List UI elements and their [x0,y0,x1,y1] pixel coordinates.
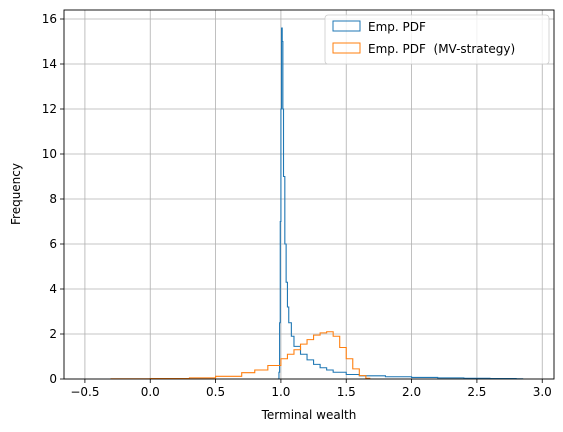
x-tick-label: 2.5 [467,385,486,399]
x-tick-label: 3.0 [533,385,552,399]
y-tick-label: 8 [49,192,57,206]
y-tick-label: 10 [42,147,57,161]
y-axis-label: Frequency [9,163,23,225]
x-tick-label: 2.0 [402,385,421,399]
legend-swatch-emp-pdf [332,20,361,32]
axes-frame [63,9,555,380]
legend-label-emp-pdf: Emp. PDF [368,20,426,34]
y-tick-label: 14 [42,57,57,71]
y-tick-label: 16 [42,12,57,26]
x-axis-label: Terminal wealth [261,408,357,422]
x-tick-label: 0.5 [206,385,225,399]
y-tick-label: 2 [49,327,57,341]
legend: Emp. PDF Emp. PDF (MV-strategy) [324,14,550,65]
y-tick-label: 12 [42,102,57,116]
series-1-step-line [110,331,371,380]
legend-label-mv-strategy: Emp. PDF (MV-strategy) [368,42,515,56]
x-tick-label: 1.5 [337,385,356,399]
x-tick-label: −0.5 [70,385,99,399]
series-group [110,27,524,380]
y-tick-label: 0 [49,372,57,386]
legend-box [324,14,550,65]
y-tick-label: 4 [49,282,57,296]
x-tick-label: 0.0 [141,385,160,399]
legend-swatch-mv-strategy [332,42,361,54]
y-tick-label: 6 [49,237,57,251]
x-axis-ticks: −0.5 0.0 0.5 1.0 1.5 2.0 2.5 3.0 [70,379,552,399]
x-tick-label: 1.0 [271,385,290,399]
y-axis-ticks: 0 2 4 6 8 10 12 14 16 [42,12,64,386]
